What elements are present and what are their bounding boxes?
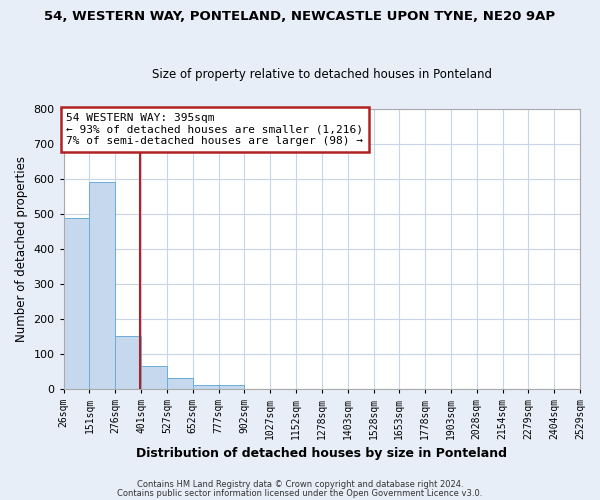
Y-axis label: Number of detached properties: Number of detached properties [15,156,28,342]
Bar [167,378,193,388]
Bar [89,182,115,388]
Bar [115,336,141,388]
X-axis label: Distribution of detached houses by size in Ponteland: Distribution of detached houses by size … [136,447,508,460]
Bar [193,385,218,388]
Bar [218,385,244,388]
Text: 54 WESTERN WAY: 395sqm
← 93% of detached houses are smaller (1,216)
7% of semi-d: 54 WESTERN WAY: 395sqm ← 93% of detached… [66,113,363,146]
Text: Contains public sector information licensed under the Open Government Licence v3: Contains public sector information licen… [118,489,482,498]
Title: Size of property relative to detached houses in Ponteland: Size of property relative to detached ho… [152,68,492,81]
Text: Contains HM Land Registry data © Crown copyright and database right 2024.: Contains HM Land Registry data © Crown c… [137,480,463,489]
Text: 54, WESTERN WAY, PONTELAND, NEWCASTLE UPON TYNE, NE20 9AP: 54, WESTERN WAY, PONTELAND, NEWCASTLE UP… [44,10,556,23]
Bar [141,366,167,388]
Bar [64,218,89,388]
